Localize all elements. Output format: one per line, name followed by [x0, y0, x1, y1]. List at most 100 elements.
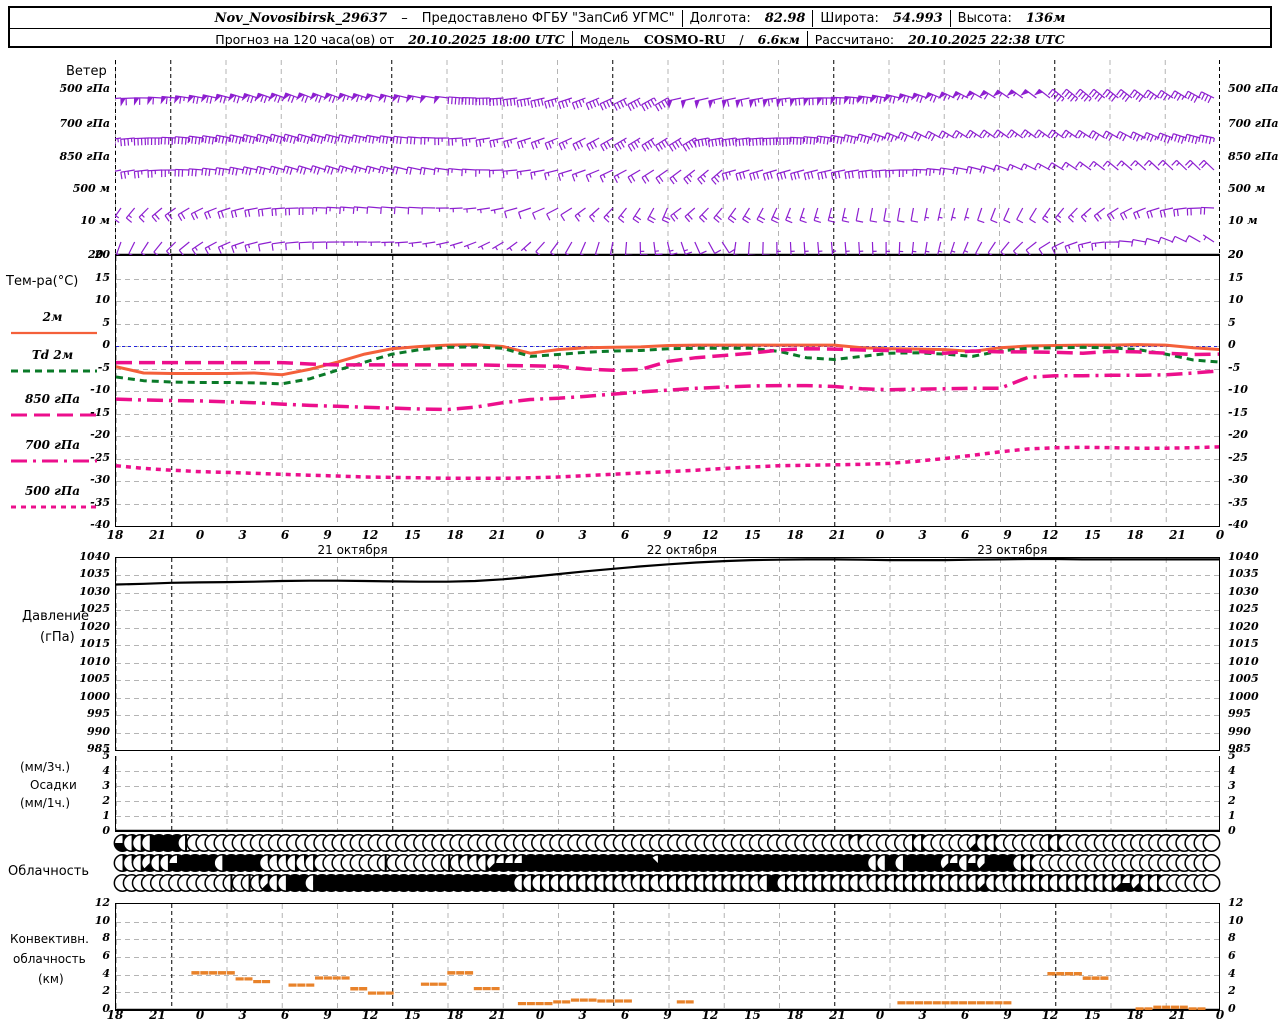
precip-unit-1h-label: (мм/1ч.) — [20, 796, 71, 810]
conv-cloud-title-line1: Конвективн. — [10, 932, 89, 946]
temp-section-title: Тем-ра(°C) — [6, 274, 79, 289]
xaxis-bottom-hour-7: 15 — [404, 1008, 421, 1022]
xaxis-bottom-hour-17: 21 — [829, 1008, 846, 1022]
header-divider — [806, 30, 808, 48]
xaxis-temp-hour-5: 9 — [323, 528, 332, 542]
precipitation-plot — [115, 756, 1220, 832]
press-tick-right-9: 995 — [1228, 707, 1251, 721]
wind-level-right-2: 850 гПа — [1228, 150, 1279, 163]
temp-tick-right-2: 10 — [1228, 293, 1244, 306]
xaxis-bottom-hour-19: 3 — [918, 1008, 927, 1022]
conv-tick-right-5: 2 — [1228, 984, 1236, 998]
conv-tick-left-2: 8 — [102, 931, 110, 945]
precip-tick-left-2: 3 — [102, 779, 110, 792]
wind-level-right-1: 700 гПа — [1228, 117, 1279, 130]
wind-section-title: Ветер — [66, 64, 107, 79]
wind-level-right-4: 10 м — [1228, 214, 1258, 227]
day-label-2: 23 октября — [977, 543, 1048, 557]
conv-cloud-unit-label: (км) — [38, 972, 64, 986]
xaxis-temp-hour-18: 0 — [875, 528, 885, 542]
xaxis-temp-hour-0: 18 — [106, 528, 124, 542]
wind-level-right-0: 500 гПа — [1228, 82, 1279, 95]
pressure-plot — [115, 557, 1220, 751]
temp-tick-left-8: -20 — [90, 428, 110, 441]
xaxis-bottom-hour-26: 0 — [1215, 1008, 1225, 1022]
temp-legend-swatch-3 — [11, 459, 97, 463]
wind-bottom-tick-0: 20 — [88, 248, 104, 261]
temp-legend-label-4: 500 гПа — [24, 484, 81, 498]
temp-tick-left-0: 20 — [94, 248, 110, 261]
latitude-value: 54.993 — [892, 10, 943, 26]
wind-level-right-3: 500 м — [1228, 182, 1266, 195]
day-label-1: 22 октября — [646, 543, 717, 557]
press-tick-left-10: 990 — [87, 724, 110, 738]
press-tick-left-7: 1005 — [79, 672, 110, 686]
xaxis-temp-hour-7: 15 — [404, 528, 421, 542]
temp-legend-swatch-1 — [11, 369, 97, 373]
temp-tick-right-6: -10 — [1228, 383, 1248, 396]
xaxis-temp-hour-17: 21 — [829, 528, 846, 542]
xaxis-bottom-hour-9: 21 — [489, 1008, 506, 1022]
precip-tick-right-0: 5 — [1228, 749, 1236, 762]
temp-legend-label-1: Td 2м — [31, 348, 74, 362]
precip-section-title: Осадки — [30, 778, 77, 792]
temp-tick-left-12: -40 — [90, 518, 110, 531]
longitude-value: 82.98 — [764, 10, 806, 26]
xaxis-bottom-hour-25: 21 — [1169, 1008, 1186, 1022]
temp-legend-swatch-4 — [11, 505, 97, 509]
xaxis-temp-hour-11: 3 — [578, 528, 587, 542]
press-tick-left-11: 985 — [87, 742, 110, 755]
temp-tick-right-12: -40 — [1228, 518, 1248, 531]
wind-level-left-0: 500 гПа — [59, 82, 111, 95]
xaxis-temp-hour-19: 3 — [918, 528, 927, 542]
temp-tick-left-11: -35 — [90, 495, 110, 509]
temp-tick-right-1: 15 — [1228, 270, 1244, 284]
precip-tick-left-4: 1 — [102, 809, 110, 822]
precip-tick-right-5: 0 — [1228, 824, 1236, 837]
provider-text: Предоставлено ФГБУ "ЗапСиб УГМС" — [421, 10, 675, 26]
longitude-label: Долгота: — [689, 10, 751, 26]
press-tick-right-1: 1035 — [1228, 567, 1259, 581]
press-tick-right-6: 1010 — [1228, 654, 1259, 668]
pressure-section-title: Давление — [22, 609, 90, 624]
precip-tick-left-1: 4 — [102, 764, 110, 777]
conv-tick-right-2: 8 — [1228, 931, 1236, 945]
xaxis-temp-hour-24: 18 — [1126, 528, 1144, 542]
temp-tick-left-3: 5 — [102, 315, 110, 329]
press-tick-right-3: 1025 — [1228, 602, 1259, 616]
xaxis-temp-hour-26: 0 — [1215, 528, 1225, 542]
precip-tick-right-4: 1 — [1228, 809, 1236, 822]
conv-tick-right-1: 10 — [1228, 913, 1244, 927]
header-divider — [681, 9, 683, 27]
xaxis-temp-hour-9: 21 — [489, 528, 506, 542]
station-name: Nov_Novosibirsk_29637 — [214, 10, 388, 26]
temp-tick-right-7: -15 — [1228, 405, 1248, 419]
press-tick-right-7: 1005 — [1228, 672, 1259, 686]
precip-tick-left-0: 5 — [102, 749, 110, 762]
xaxis-bottom-hour-13: 9 — [663, 1008, 672, 1022]
temp-tick-left-6: -10 — [90, 383, 110, 396]
calc-label: Рассчитано: — [814, 31, 895, 47]
cloud-section-title: Облачность — [8, 864, 90, 879]
header-dash: – — [401, 10, 408, 26]
xaxis-bottom-hour-14: 12 — [701, 1008, 719, 1022]
altitude-value: 136м — [1025, 10, 1066, 26]
conv-tick-right-4: 4 — [1228, 966, 1236, 980]
day-label-0: 21 октября — [317, 543, 388, 557]
header-divider — [949, 9, 951, 27]
convective-cloud-plot — [115, 903, 1220, 1011]
altitude-label: Высота: — [957, 10, 1012, 26]
xaxis-temp-hour-3: 3 — [238, 528, 247, 542]
conv-tick-right-3: 6 — [1228, 949, 1236, 962]
press-tick-right-10: 990 — [1228, 724, 1251, 738]
forecast-time: 20.10.2025 18:00 UTC — [408, 31, 565, 47]
temp-legend-label-2: 850 гПа — [24, 392, 81, 406]
xaxis-temp-hour-15: 15 — [744, 528, 761, 542]
temp-legend-swatch-2 — [11, 413, 97, 417]
model-resolution: 6.6км — [757, 31, 800, 47]
press-tick-left-2: 1030 — [79, 584, 110, 598]
conv-tick-right-6: 0 — [1228, 1002, 1236, 1015]
xaxis-temp-hour-10: 0 — [535, 528, 545, 542]
xaxis-bottom-hour-4: 6 — [280, 1008, 290, 1022]
xaxis-bottom-hour-8: 18 — [446, 1008, 464, 1022]
